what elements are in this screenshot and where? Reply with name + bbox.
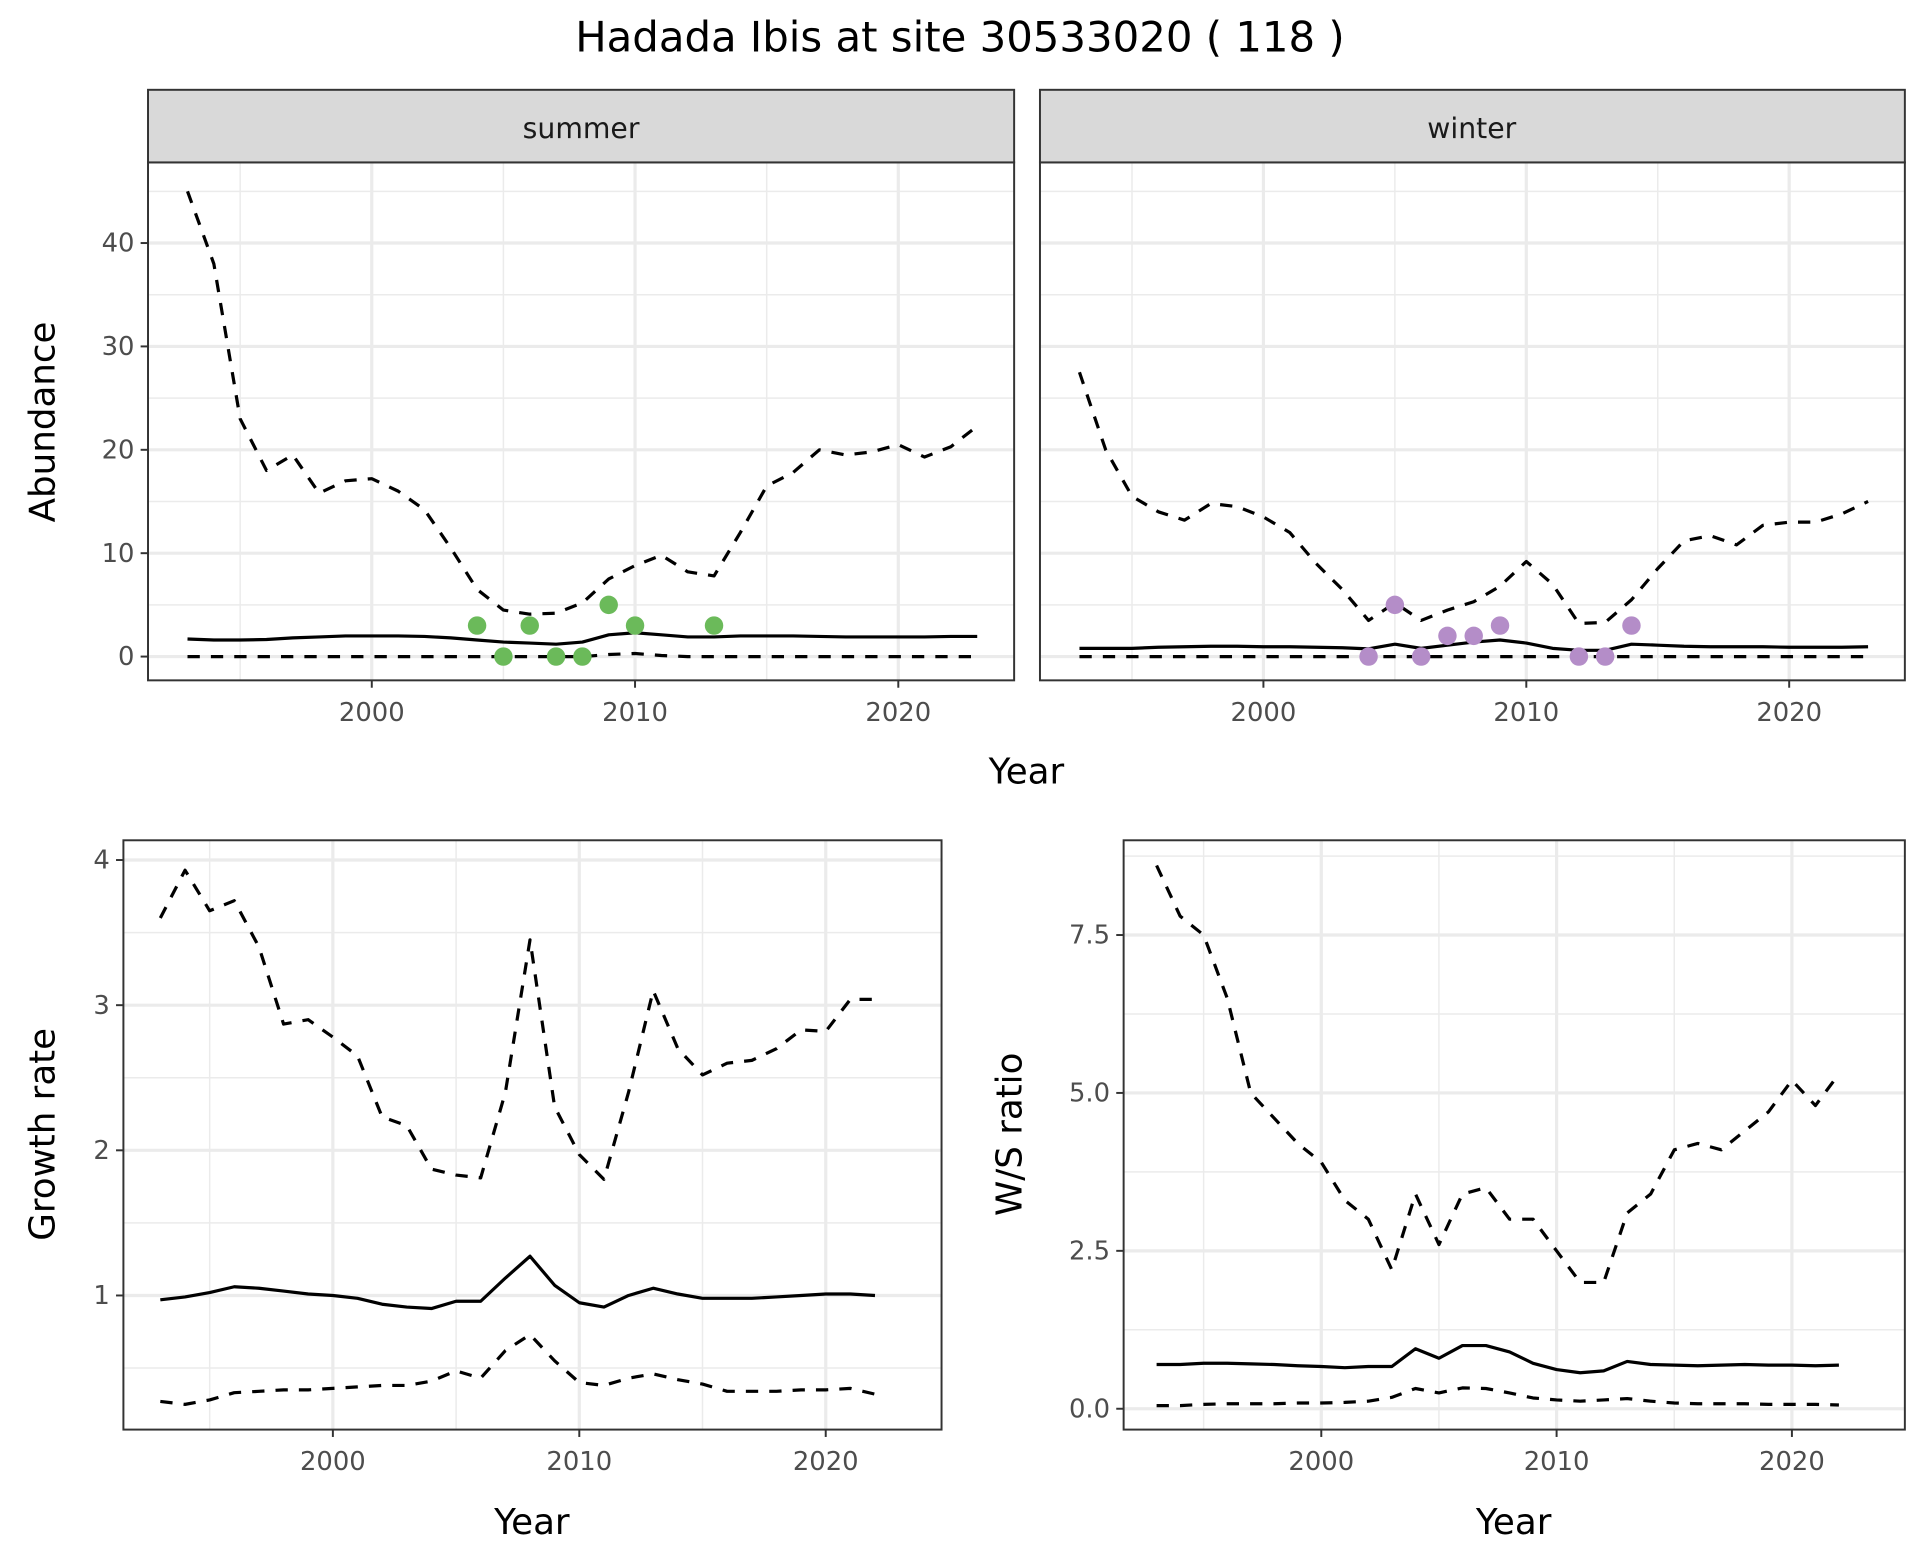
plot-background	[148, 162, 1015, 681]
upper-bound-line	[1077, 371, 1869, 626]
ws-x-axis-title: Year	[1475, 1502, 1552, 1543]
lower-bound-line	[160, 1333, 876, 1406]
x-tick-label: 2020	[865, 698, 931, 728]
upper-bound-line	[158, 868, 875, 1181]
y-tick-label: 0	[118, 642, 134, 672]
observed-count-point	[546, 647, 566, 666]
panel-summer: 2000 2010 2020 0 10 20 30 40	[102, 88, 1016, 728]
observed-count-point	[1569, 647, 1589, 666]
y-tick-label: 2.5	[1069, 1236, 1110, 1266]
panel-ws-ratio: 2000 2010 2020 0.0 2.5 5.0 7.5	[1069, 839, 1906, 1477]
top-y-axis-title: Abundance	[23, 322, 64, 523]
y-tick-label: 20	[102, 435, 135, 465]
observed-count-point	[467, 616, 487, 635]
x-tick-label: 2000	[1288, 1447, 1354, 1477]
observed-count-point	[520, 616, 539, 635]
panel-growth-rate: 2000 2010 2020 1 2 3 4	[93, 839, 943, 1477]
y-tick-label: 1	[93, 1281, 109, 1311]
y-tick-label: 10	[102, 539, 135, 569]
x-tick-label: 2000	[300, 1447, 366, 1477]
y-tick-label: 2	[93, 1136, 109, 1166]
plot-background	[123, 840, 942, 1430]
lower-bound-line	[187, 651, 978, 659]
y-tick-label: 4	[93, 846, 109, 876]
x-tick-label: 2020	[793, 1447, 859, 1477]
growth-y-axis-title: Growth rate	[23, 1028, 64, 1241]
x-tick-label: 2010	[602, 698, 668, 728]
observed-count-point	[599, 595, 618, 615]
panel-border	[1122, 839, 1906, 1431]
observed-count-point	[1490, 616, 1510, 635]
observed-count-point	[1622, 616, 1641, 635]
observed-count-point	[573, 647, 592, 666]
observed-count-point	[1385, 595, 1405, 615]
lower-bound-line	[1156, 1386, 1839, 1408]
observed-count-point	[1438, 626, 1457, 646]
mean-line	[187, 631, 978, 646]
plot-background	[1039, 162, 1905, 681]
y-tick-label: 5.0	[1069, 1079, 1110, 1109]
y-tick-label: 30	[102, 332, 135, 362]
facet-strip	[1038, 88, 1906, 164]
x-tick-label: 2010	[546, 1447, 612, 1477]
observed-count-point	[704, 616, 724, 635]
mean-line	[1156, 1343, 1839, 1375]
observed-count-point	[494, 647, 513, 666]
observed-count-point	[625, 616, 645, 635]
plot-background	[1123, 840, 1905, 1430]
ws-y-axis-title: W/S ratio	[990, 1053, 1031, 1216]
x-tick-label: 2000	[339, 698, 405, 728]
y-tick-label: 3	[93, 991, 109, 1021]
top-x-axis-title: Year	[988, 752, 1065, 793]
observed-count-point	[1464, 626, 1483, 646]
x-tick-label: 2000	[1231, 698, 1297, 728]
observed-count-point	[1359, 647, 1378, 666]
figure-title: Hadada Ibis at site 30533020 ( 118 )	[575, 13, 1344, 62]
strip-label-summer: summer	[523, 112, 640, 145]
x-tick-label: 2010	[1524, 1447, 1590, 1477]
panel-winter: 2000 2010 2020	[1038, 88, 1906, 728]
x-tick-label: 2010	[1493, 698, 1559, 728]
x-tick-label: 2020	[1759, 1447, 1825, 1477]
x-tick-label: 2020	[1756, 698, 1822, 728]
y-tick-label: 0.0	[1069, 1394, 1110, 1424]
y-tick-label: 7.5	[1069, 921, 1110, 951]
growth-x-axis-title: Year	[493, 1502, 570, 1543]
observed-count-point	[1411, 647, 1431, 666]
strip-label-winter: winter	[1427, 112, 1516, 145]
facet-strip	[147, 88, 1016, 164]
observed-count-point	[1595, 647, 1615, 666]
panel-border	[122, 839, 943, 1431]
mean-line	[160, 1254, 876, 1311]
y-tick-label: 40	[102, 229, 135, 259]
